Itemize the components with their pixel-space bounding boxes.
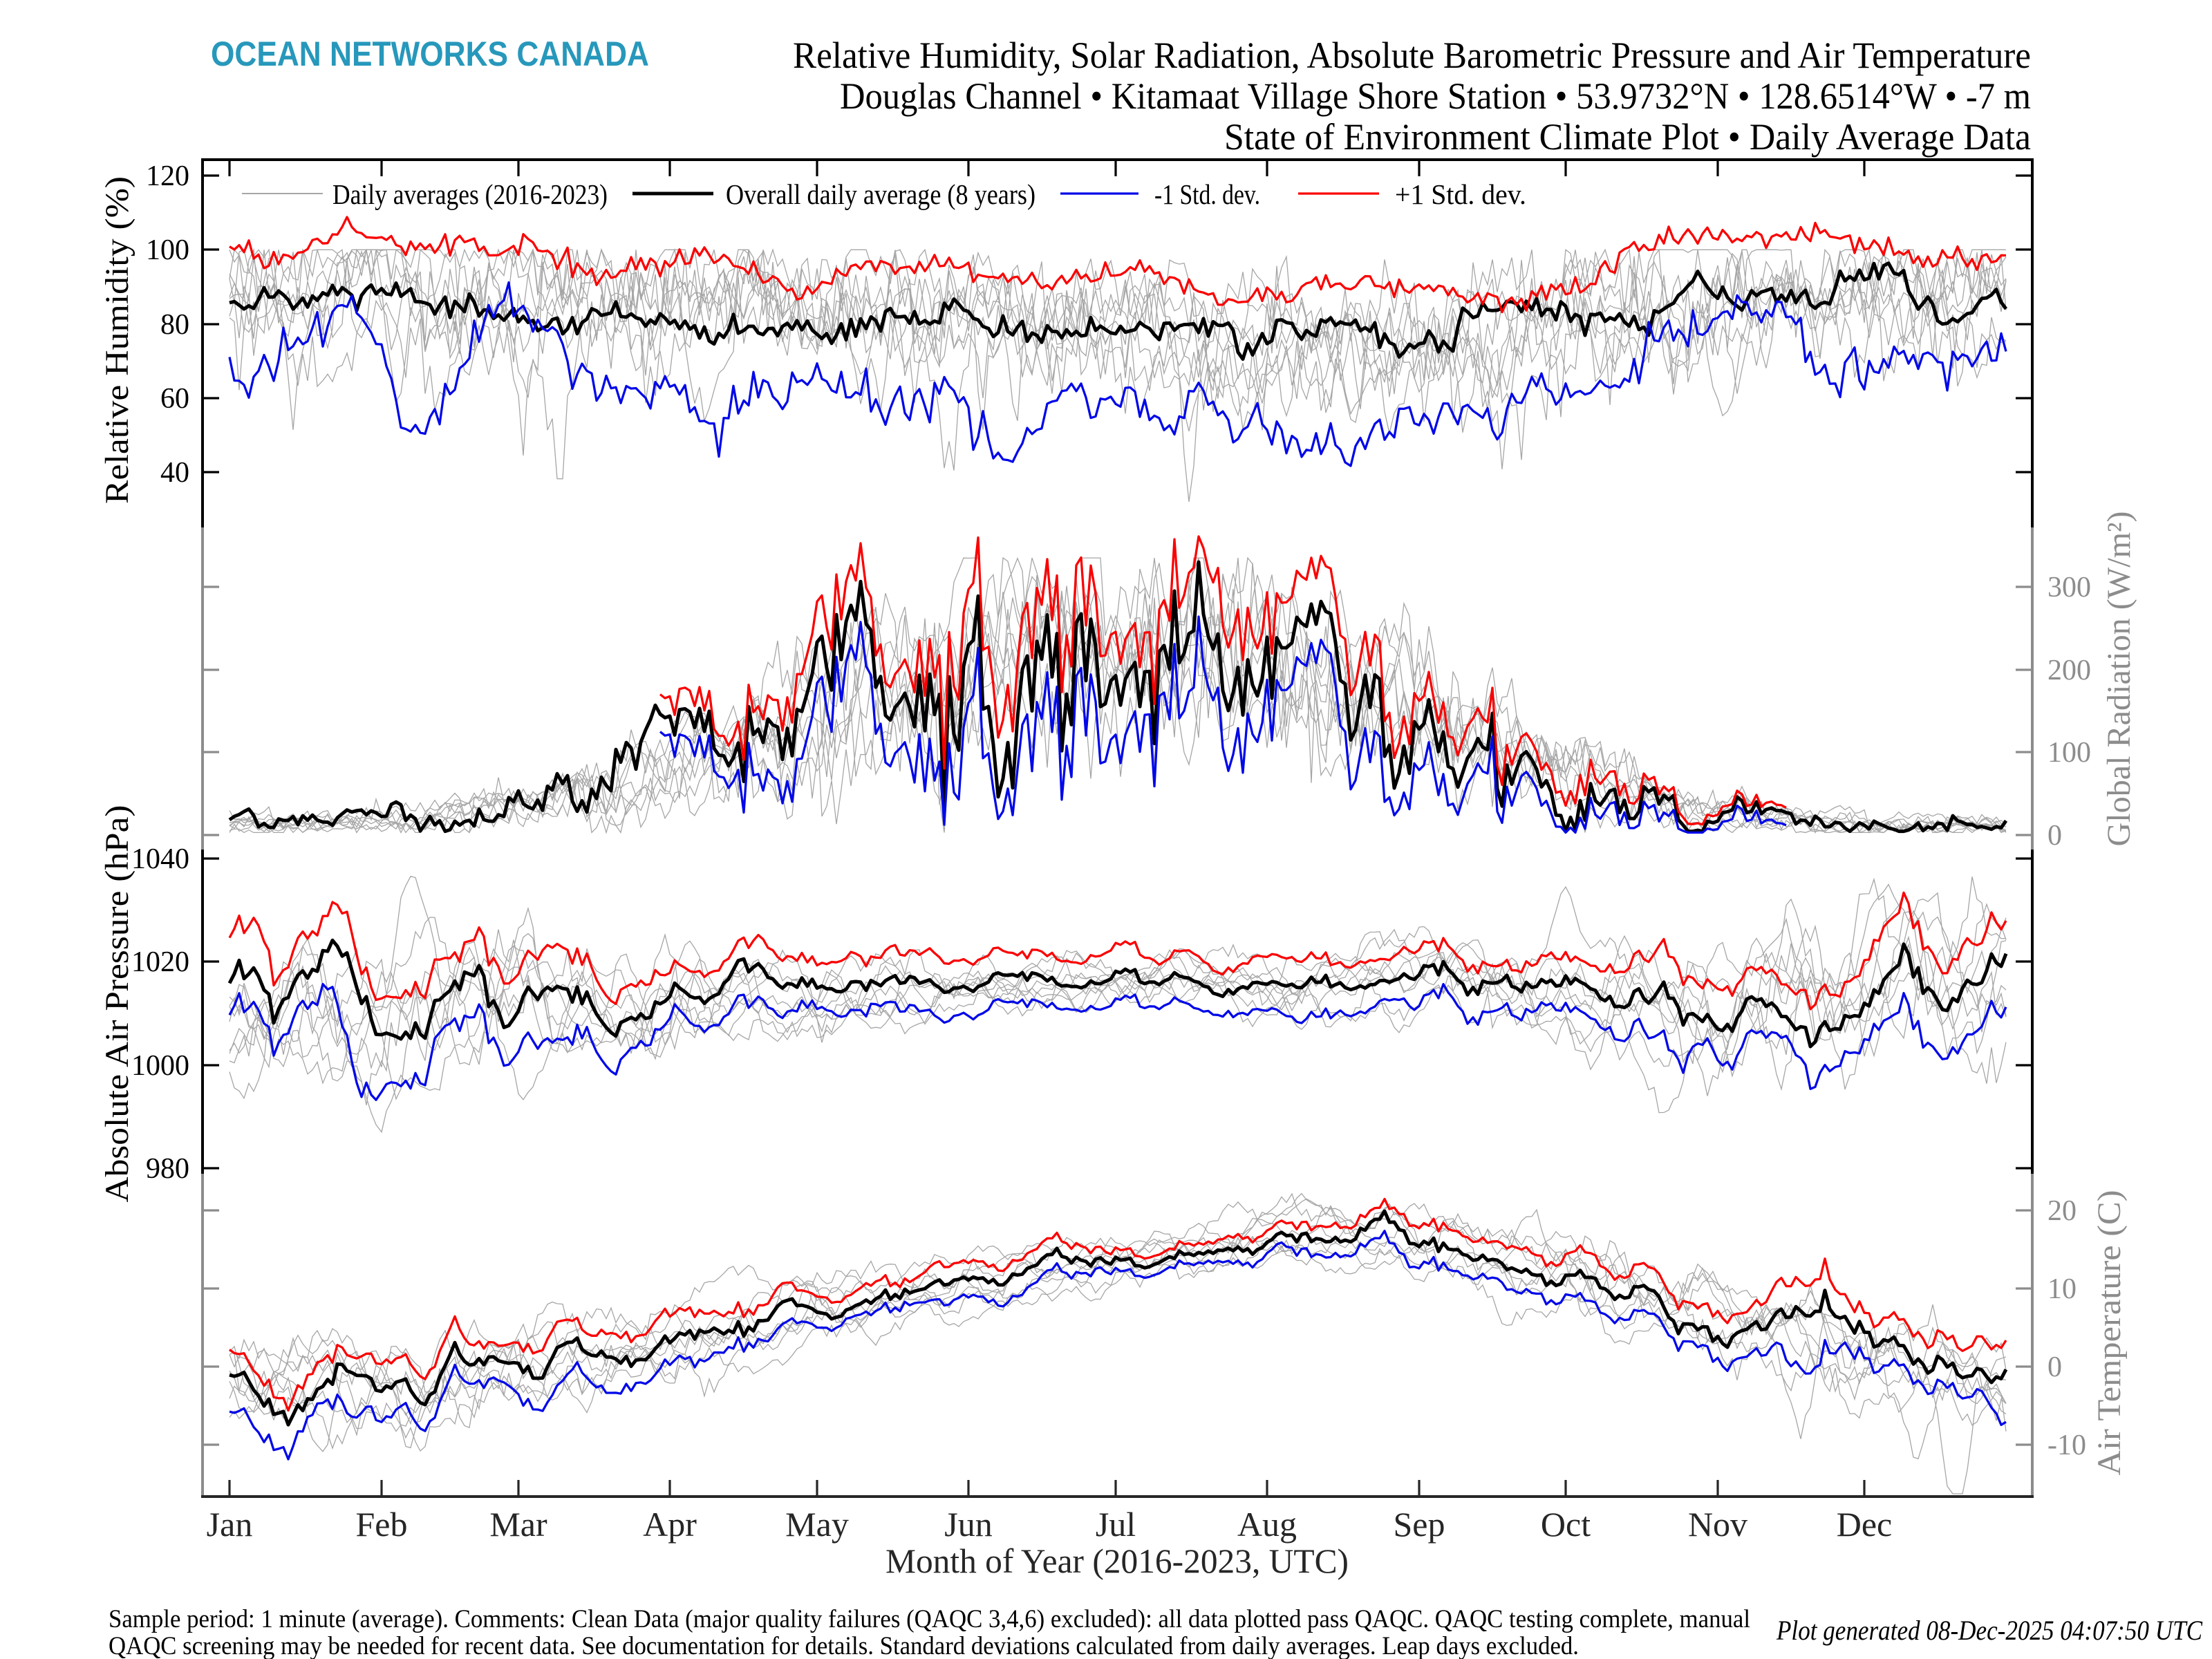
svg-text:Global Radiation (W/m²): Global Radiation (W/m²) xyxy=(2101,512,2137,847)
svg-text:Feb: Feb xyxy=(356,1505,408,1544)
svg-text:Mar: Mar xyxy=(489,1505,547,1544)
svg-text:980: 980 xyxy=(146,1153,189,1185)
svg-text:10: 10 xyxy=(2047,1273,2077,1305)
svg-text:0: 0 xyxy=(2047,820,2062,852)
svg-text:1000: 1000 xyxy=(131,1050,189,1082)
svg-text:120: 120 xyxy=(146,160,189,192)
svg-text:200: 200 xyxy=(2047,655,2091,686)
svg-text:-1 Std. dev.: -1 Std. dev. xyxy=(1154,178,1260,210)
svg-text:Overall daily average (8 years: Overall daily average (8 years) xyxy=(726,178,1035,210)
svg-text:1020: 1020 xyxy=(131,946,189,978)
svg-text:60: 60 xyxy=(160,383,189,415)
svg-text:-10: -10 xyxy=(2047,1430,2086,1461)
svg-text:OCEAN NETWORKS CANADA: OCEAN NETWORKS CANADA xyxy=(211,35,649,73)
svg-text:State of Environment Climate P: State of Environment Climate Plot • Dail… xyxy=(1224,116,2031,158)
svg-text:Douglas Channel • Kitamaat Vil: Douglas Channel • Kitamaat Village Shore… xyxy=(840,75,2031,117)
svg-text:40: 40 xyxy=(160,457,189,489)
svg-text:Sample period: 1 minute (avera: Sample period: 1 minute (average). Comme… xyxy=(109,1605,1750,1633)
svg-text:Daily averages (2016-2023): Daily averages (2016-2023) xyxy=(332,178,608,210)
svg-text:Aug: Aug xyxy=(1237,1505,1297,1544)
svg-text:Jun: Jun xyxy=(944,1505,992,1544)
svg-text:Absolute Air Pressure (hPa): Absolute Air Pressure (hPa) xyxy=(99,805,135,1203)
svg-text:Air Temperature (C): Air Temperature (C) xyxy=(2091,1190,2128,1476)
svg-text:Nov: Nov xyxy=(1688,1505,1747,1544)
svg-text:1040: 1040 xyxy=(131,843,189,875)
svg-text:Oct: Oct xyxy=(1541,1505,1591,1544)
svg-text:May: May xyxy=(785,1505,849,1544)
svg-text:Apr: Apr xyxy=(643,1505,697,1544)
svg-text:QAQC screening may be needed f: QAQC screening may be needed for recent … xyxy=(109,1632,1579,1659)
svg-text:100: 100 xyxy=(2047,737,2091,769)
svg-text:300: 300 xyxy=(2047,572,2091,603)
svg-text:Relative Humidity (%): Relative Humidity (%) xyxy=(99,176,135,504)
svg-text:80: 80 xyxy=(160,309,189,341)
svg-text:20: 20 xyxy=(2047,1195,2077,1227)
svg-text:Sep: Sep xyxy=(1394,1505,1445,1544)
svg-text:Plot generated 08-Dec-2025 04:: Plot generated 08-Dec-2025 04:07:50 UTC xyxy=(1776,1615,2203,1646)
svg-text:Jul: Jul xyxy=(1096,1505,1136,1544)
svg-text:Relative Humidity, Solar Radia: Relative Humidity, Solar Radiation, Abso… xyxy=(793,35,2031,76)
svg-text:0: 0 xyxy=(2047,1351,2062,1383)
svg-text:Month of Year (2016-2023, UTC): Month of Year (2016-2023, UTC) xyxy=(885,1541,1349,1580)
svg-text:Dec: Dec xyxy=(1837,1505,1893,1544)
svg-text:+1 Std. dev.: +1 Std. dev. xyxy=(1395,178,1526,210)
svg-text:100: 100 xyxy=(146,234,189,266)
svg-text:Jan: Jan xyxy=(207,1505,253,1544)
